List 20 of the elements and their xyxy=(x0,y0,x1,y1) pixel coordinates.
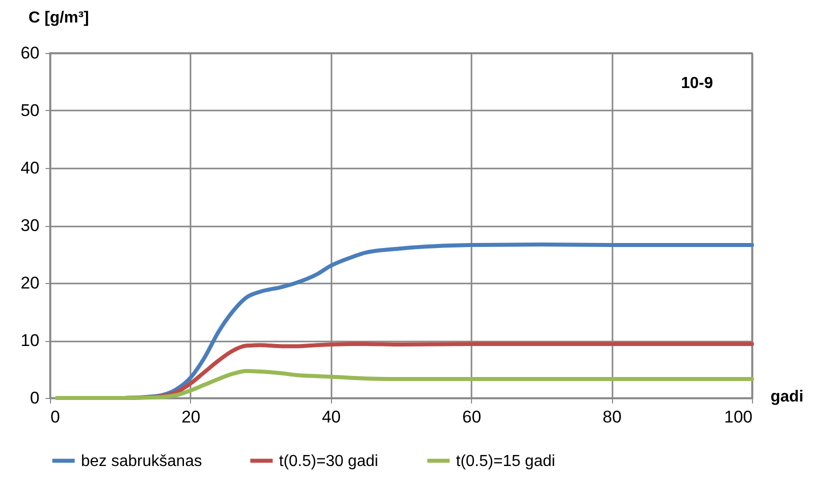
legend-label: t(0.5)=30 gadi xyxy=(279,452,378,470)
y-tick-label: 0 xyxy=(30,388,40,408)
y-tick-label: 30 xyxy=(20,216,40,235)
line-series xyxy=(55,368,754,400)
x-tick-label: 0 xyxy=(50,408,60,426)
x-tick-label: 60 xyxy=(462,408,482,426)
y-tick-label: 20 xyxy=(20,274,40,292)
legend-label: bez sabrukšanas xyxy=(81,452,202,470)
x-tick-label: 100 xyxy=(724,408,752,426)
y-tick-label: 10 xyxy=(20,331,40,350)
y-axis-title: C [g/m³] xyxy=(28,10,89,26)
y-tick-label: 40 xyxy=(20,158,40,178)
y-tick-label: 60 xyxy=(20,44,40,62)
annotation: 10-9 xyxy=(680,75,714,92)
y-tick-label: 50 xyxy=(20,101,40,120)
x-tick-label: 80 xyxy=(602,408,622,426)
legend-label: t(0.5)=15 gadi xyxy=(456,452,556,470)
x-tick-label: 40 xyxy=(322,408,341,426)
x-axis-title: gadi xyxy=(770,388,804,406)
x-tick-label: 20 xyxy=(181,408,200,426)
